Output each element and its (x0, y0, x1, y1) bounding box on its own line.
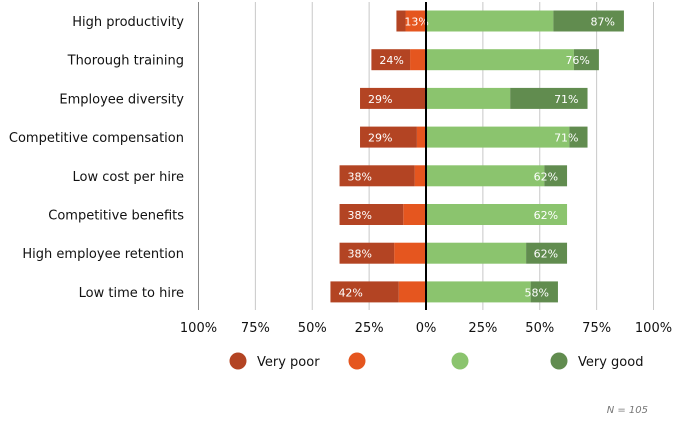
negative-total-label: 13% (404, 16, 428, 29)
bar-segment-poor (403, 204, 426, 225)
negative-total-label: 42% (338, 286, 362, 299)
x-tick-label: 75% (241, 321, 270, 336)
bar-segment-very-good (510, 87, 588, 109)
negative-total-label: 38% (348, 248, 372, 261)
bar-segment-poor (394, 242, 426, 264)
bar-segment-very-poor (339, 204, 404, 225)
bar-segment-poor (416, 126, 426, 148)
category-label: High employee retention (22, 247, 184, 262)
bar-segment-poor (414, 165, 426, 187)
x-tick-label: 0% (416, 321, 437, 336)
bar-segment-very-poor (339, 165, 415, 187)
bar-segment-very-poor (396, 10, 406, 32)
positive-total-label: 62% (534, 248, 558, 261)
bar-segment-good (426, 165, 545, 187)
negative-total-label: 38% (348, 209, 372, 222)
legend-label: Very good (578, 355, 643, 370)
x-tick-label: 25% (468, 321, 497, 336)
bar-segment-poor (410, 49, 426, 71)
positive-total-label: 87% (590, 16, 614, 29)
category-label: Competitive benefits (48, 209, 184, 224)
category-label: Competitive compensation (9, 131, 184, 146)
bar-segment-very-poor (360, 126, 417, 148)
category-labels: High productivity Thorough training Employ… (9, 15, 184, 301)
bars: 13% 87% 24% 76% 29% 71% 29% 71% 38% 62% 38% 62% 38% 6… (330, 2, 624, 310)
negative-total-label: 29% (368, 93, 392, 106)
bar-segment-very-good (530, 281, 558, 303)
bar-segment-very-poor (339, 242, 395, 264)
legend-marker (229, 352, 247, 370)
positive-total-label: 71% (554, 93, 578, 106)
category-label: Low time to hire (79, 286, 184, 301)
bar-segment-very-good (569, 126, 588, 148)
bar-segment-good (426, 281, 531, 303)
legend: Very poor Very good (229, 352, 643, 370)
category-label: Employee diversity (59, 92, 184, 107)
x-tick-label: 50% (525, 321, 554, 336)
x-tick-label: 100% (180, 321, 217, 336)
legend-marker (550, 352, 568, 370)
bar-segment-good (426, 10, 554, 32)
bar-segment-poor (405, 10, 426, 32)
bar-segment-very-poor (330, 281, 399, 303)
positive-total-label: 62% (534, 209, 558, 222)
x-tick-labels: 100% 75% 50% 25% 0% 25% 50% 75% 100% (180, 321, 672, 336)
legend-marker (451, 352, 469, 370)
positive-total-label: 76% (565, 54, 589, 67)
negative-total-label: 24% (379, 54, 403, 67)
category-label: Low cost per hire (73, 170, 184, 185)
bar-segment-poor (398, 281, 426, 303)
sample-size-note: N = 105 (607, 405, 648, 416)
bar-segment-good (426, 126, 570, 148)
bar-segment-very-good (573, 49, 599, 71)
bar-segment-very-good (526, 242, 568, 264)
bar-segment-very-good (553, 10, 624, 32)
positive-total-label: 62% (534, 170, 558, 183)
bar-segment-good (426, 242, 527, 264)
legend-label: Very poor (257, 355, 320, 370)
bar-segment-very-good (544, 165, 568, 187)
negative-total-label: 38% (348, 170, 372, 183)
bar-segment-good (426, 87, 511, 109)
bar-segment-good (426, 204, 568, 225)
positive-total-label: 71% (554, 132, 578, 145)
category-label: High productivity (72, 15, 184, 30)
x-tick-label: 100% (635, 321, 672, 336)
category-label: Thorough training (67, 54, 184, 69)
bar-segment-good (426, 49, 574, 71)
negative-total-label: 29% (368, 132, 392, 145)
x-tick-label: 75% (582, 321, 611, 336)
bar-segment-very-poor (371, 49, 411, 71)
positive-total-label: 58% (524, 286, 548, 299)
x-tick-label: 25% (355, 321, 384, 336)
x-tick-label: 50% (298, 321, 327, 336)
bar-segment-very-poor (360, 87, 426, 109)
legend-marker (348, 352, 366, 370)
